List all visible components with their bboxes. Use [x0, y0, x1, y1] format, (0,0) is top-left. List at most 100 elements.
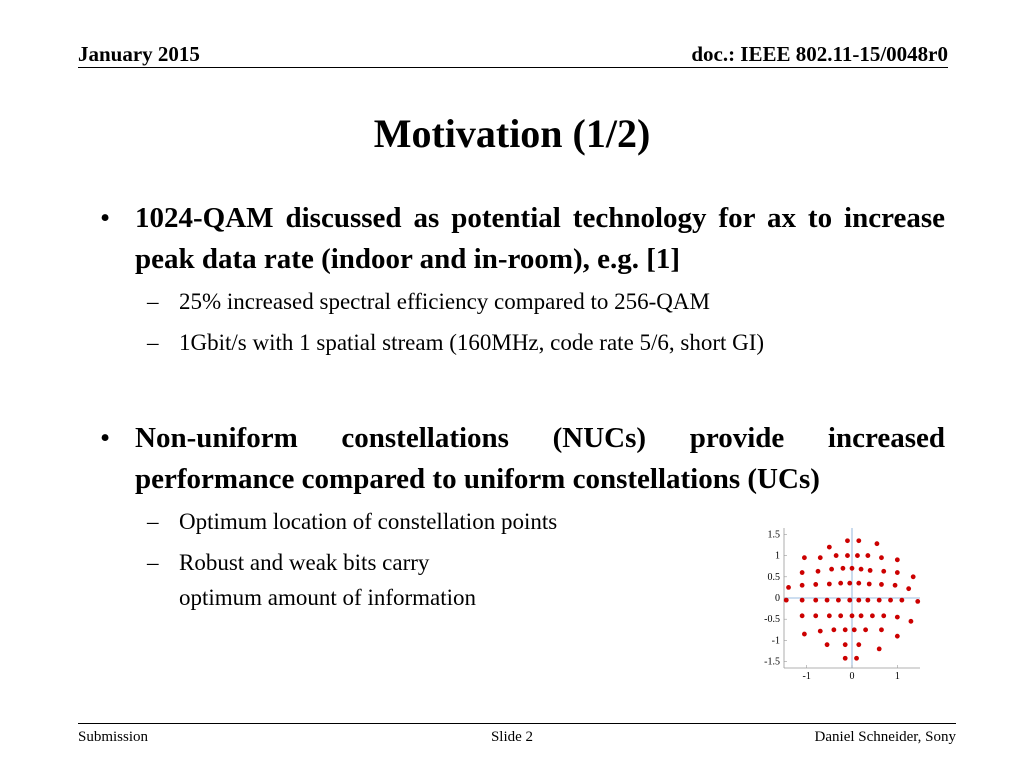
x-tick-label: -1 — [802, 671, 810, 680]
constellation-point — [831, 627, 837, 633]
constellation-point — [783, 597, 789, 603]
constellation-point — [894, 614, 900, 620]
header-divider — [78, 67, 948, 68]
footer-slide-number: Slide 2 — [490, 729, 534, 745]
constellation-point — [817, 555, 823, 561]
constellation-point — [874, 541, 880, 547]
bullet-2-text: Non-uniform constellations (NUCs) provid… — [135, 422, 945, 495]
constellation-point — [894, 557, 900, 563]
constellation-point — [799, 582, 805, 588]
constellation-point — [915, 598, 921, 604]
constellation-point — [845, 553, 850, 558]
y-tick-label: 0.5 — [768, 572, 781, 583]
constellation-point — [813, 582, 819, 587]
constellation-point — [855, 553, 860, 558]
constellation-point — [856, 580, 862, 586]
sub-bullet-2-2-continued: optimum amount of information — [179, 580, 476, 615]
constellation-point — [824, 642, 830, 648]
sub-bullet-2-1-text: Optimum location of constellation points — [179, 509, 558, 534]
sub-bullet-1-2-text: 1Gbit/s with 1 spatial stream (160MHz, c… — [179, 330, 765, 355]
constellation-point — [879, 555, 884, 561]
constellation-point — [845, 538, 850, 544]
constellation-point — [856, 538, 862, 544]
constellation-point — [870, 613, 875, 619]
constellation-point — [838, 580, 844, 586]
constellation-point — [815, 568, 821, 574]
chart-axes: 1.5 1 0.5 0 -0.5 -1 -1.5 -1 0 1 — [764, 528, 920, 680]
constellation-point — [894, 633, 900, 639]
header-date: January 2015 — [78, 42, 200, 66]
constellation-point — [826, 544, 832, 550]
constellation-point — [802, 555, 807, 561]
sub-bullet-2-2-text: Robust and weak bits carry — [179, 550, 430, 575]
constellation-point — [894, 570, 900, 575]
constellation-point — [881, 568, 887, 574]
y-tick-label: 1.5 — [768, 529, 781, 540]
dash-marker: – — [147, 289, 159, 314]
constellation-point — [908, 618, 914, 624]
constellation-point — [876, 646, 882, 652]
y-tick-label: 1 — [775, 551, 780, 562]
constellation-point — [856, 642, 862, 648]
constellation-point — [851, 627, 857, 633]
constellation-point — [888, 597, 893, 603]
constellation-point — [867, 568, 873, 573]
footer-author: Daniel Schneider, Sony — [814, 729, 956, 745]
constellation-point — [847, 580, 853, 586]
constellation-point — [829, 566, 834, 572]
chart-points — [783, 538, 921, 661]
constellation-point — [840, 565, 846, 571]
constellation-point — [842, 642, 848, 648]
constellation-point — [847, 597, 853, 603]
y-tick-label: -1.5 — [764, 657, 780, 668]
bullet-1: • 1024-QAM discussed as potential techno… — [100, 198, 945, 280]
sub-bullet-1-1-text: 25% increased spectral efficiency compar… — [179, 289, 710, 314]
dash-marker: – — [147, 550, 159, 575]
constellation-point — [842, 655, 848, 661]
constellation-point — [906, 586, 912, 592]
sub-bullet-2-2: – Robust and weak bits carry — [147, 545, 430, 580]
sub-bullet-2-1: – Optimum location of constellation poin… — [147, 504, 558, 539]
x-tick-label: 1 — [895, 671, 900, 680]
constellation-point — [881, 613, 887, 619]
bullet-2: • Non-uniform constellations (NUCs) prov… — [100, 418, 945, 500]
constellation-point — [854, 655, 859, 661]
constellation-point — [879, 627, 884, 633]
constellation-point — [826, 613, 832, 619]
constellation-point — [826, 581, 832, 587]
sub-bullet-2-2-continued-text: optimum amount of information — [179, 585, 477, 610]
y-tick-label: -1 — [772, 635, 780, 646]
constellation-point — [838, 613, 844, 619]
y-tick-label: 0 — [775, 593, 780, 604]
constellation-point — [899, 597, 905, 603]
constellation-point — [879, 582, 884, 587]
constellation-point — [858, 613, 864, 619]
constellation-point — [856, 597, 862, 603]
sub-bullet-1-1: – 25% increased spectral efficiency comp… — [147, 284, 710, 319]
x-tick-label: 0 — [850, 671, 855, 680]
bullet-marker: • — [100, 202, 111, 234]
constellation-point — [836, 597, 841, 603]
dash-marker: – — [147, 330, 159, 355]
constellation-point — [865, 553, 871, 558]
constellation-point — [799, 597, 805, 603]
constellation-point — [849, 613, 855, 619]
constellation-point — [799, 613, 805, 619]
constellation-point — [849, 565, 855, 571]
constellation-point — [833, 553, 839, 558]
bullet-marker: • — [100, 422, 111, 454]
constellation-chart: 1.5 1 0.5 0 -0.5 -1 -1.5 -1 0 1 — [764, 528, 921, 680]
constellation-point — [813, 597, 819, 603]
constellation-point — [842, 627, 848, 633]
footer-divider — [78, 723, 956, 724]
constellation-point — [802, 631, 807, 637]
constellation-point — [876, 597, 882, 603]
dash-marker: – — [147, 509, 159, 534]
constellation-point — [786, 584, 791, 590]
constellation-point — [910, 574, 916, 580]
constellation-point — [863, 627, 868, 633]
constellation-point — [817, 628, 823, 634]
constellation-point — [824, 597, 830, 603]
constellation-point — [799, 570, 805, 575]
constellation-point — [858, 566, 864, 572]
